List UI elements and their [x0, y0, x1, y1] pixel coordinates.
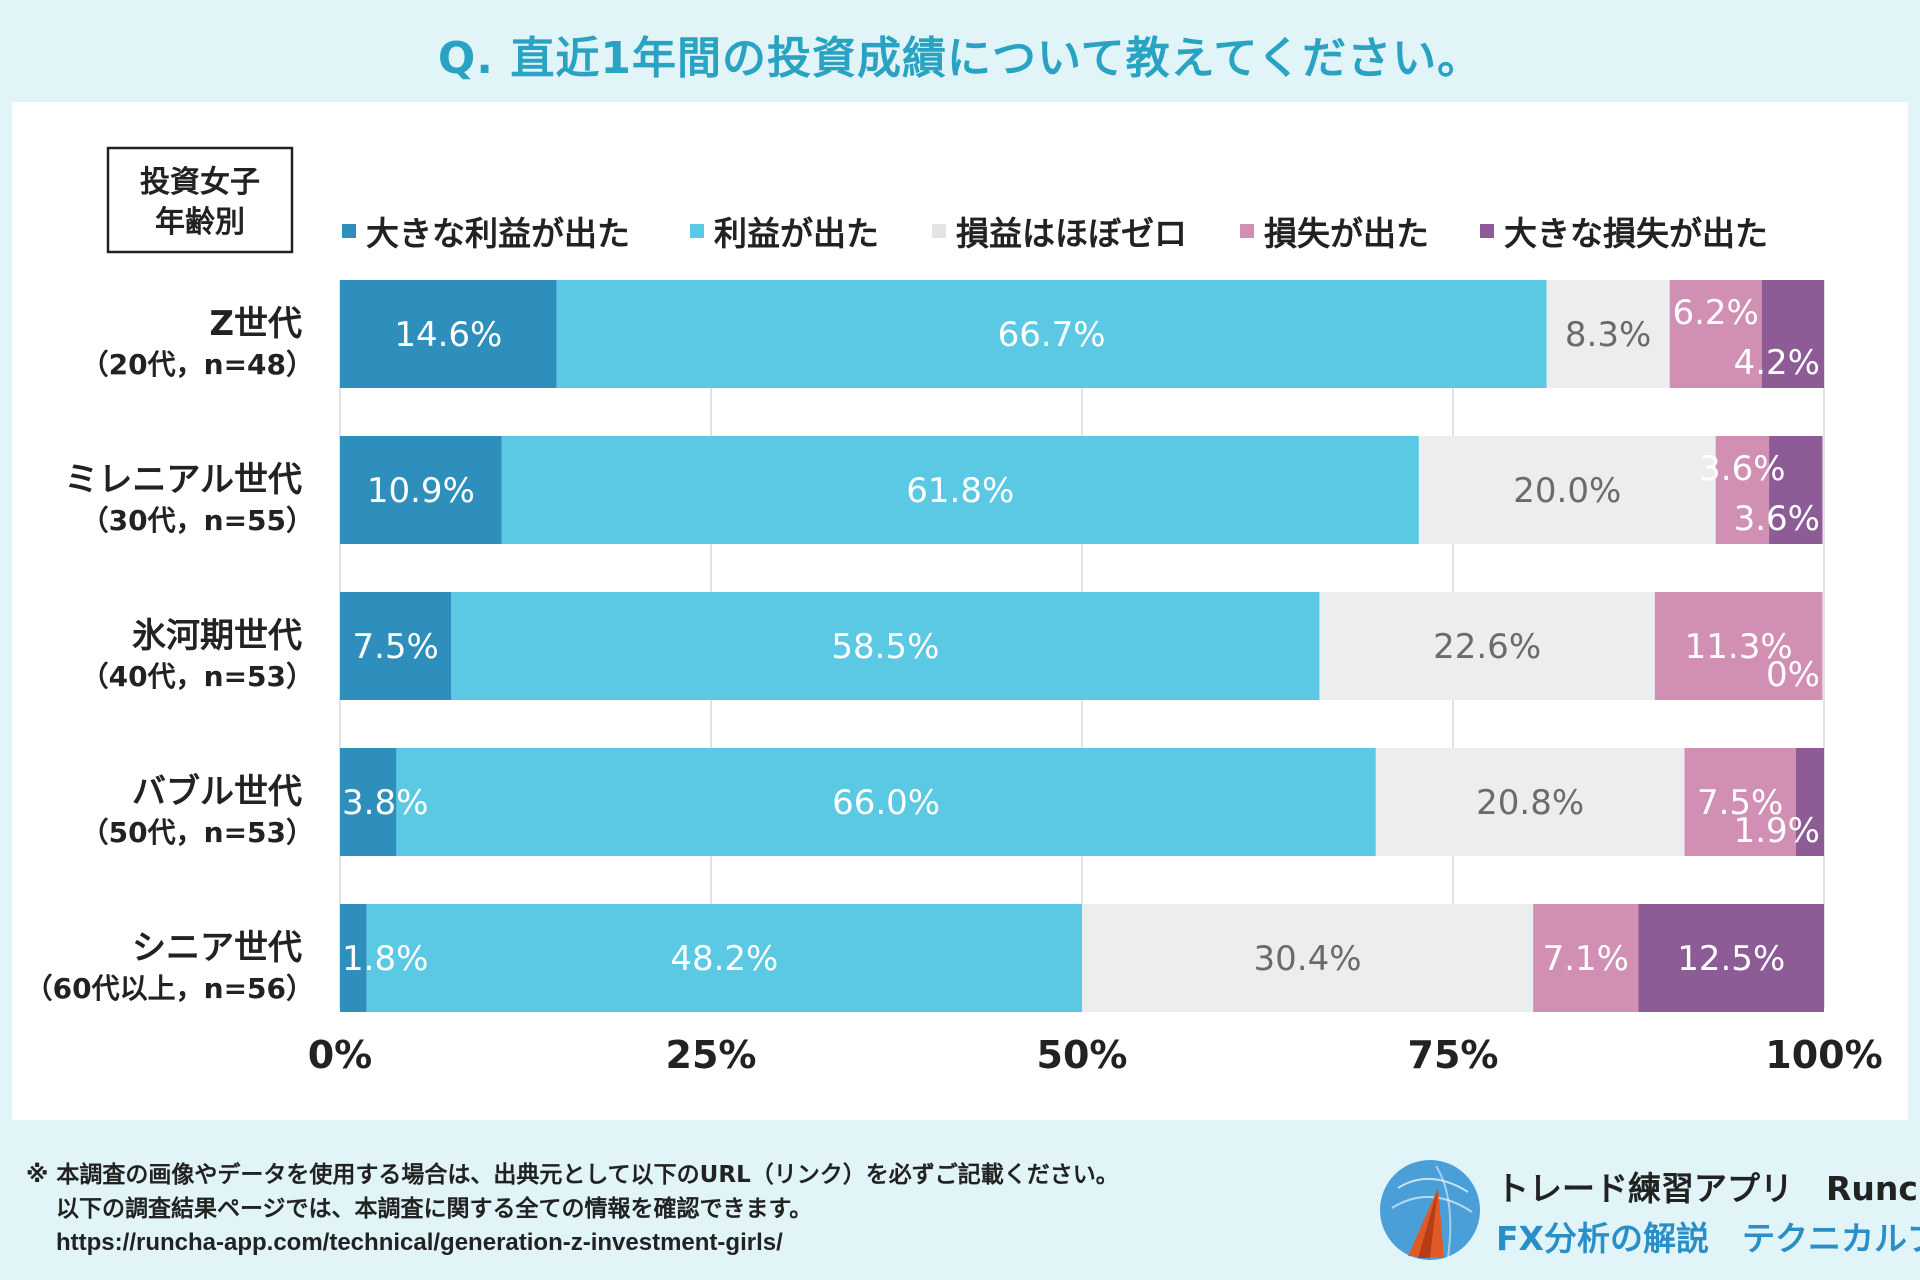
footer-note: ※ 本調査の画像やデータを使用する場合は、出典元として以下のURL（リンク）を必…: [26, 1158, 1119, 1260]
legend-label: 大きな利益が出た: [366, 214, 630, 253]
bar-segment: [501, 436, 1419, 544]
legend-label: 大きな損失が出た: [1504, 214, 1768, 253]
bar-segment: [1375, 748, 1685, 856]
data-label: 20.8%: [1476, 783, 1584, 823]
data-label: 20.0%: [1513, 471, 1621, 511]
legend-swatch: [1240, 224, 1254, 238]
brand-block: トレード練習アプリ Runcha FX分析の解説 テクニカルブック: [1378, 1148, 1920, 1268]
data-label: 1.8%: [342, 939, 428, 979]
data-label: 3.6%: [1699, 449, 1785, 489]
category-label: ミレニアル世代: [64, 460, 302, 500]
data-label: 7.5%: [352, 627, 438, 667]
x-tick-label: 25%: [666, 1033, 757, 1077]
bar-segment: [366, 904, 1082, 1012]
runcha-logo-icon: [1380, 1160, 1480, 1260]
bar-segment: [451, 592, 1320, 700]
footer-note-line2: 以下の調査結果ページでは、本調査に関する全ての情報を確認できます。: [56, 1196, 813, 1222]
corner-label-text: 投資女子: [140, 165, 260, 200]
category-sublabel: （30代，n=55）: [81, 504, 314, 537]
legend-label: 利益が出た: [714, 214, 879, 253]
bar-segment: [340, 436, 502, 544]
data-label: 48.2%: [670, 939, 778, 979]
legend-swatch: [690, 224, 704, 238]
category-label: バブル世代: [132, 772, 302, 812]
bar-segment: [1546, 280, 1670, 388]
data-label: 10.9%: [367, 471, 475, 511]
data-label: 14.6%: [394, 315, 502, 355]
x-tick-label: 100%: [1765, 1033, 1882, 1077]
x-tick-label: 0%: [308, 1033, 373, 1077]
data-label: 6.2%: [1672, 293, 1758, 333]
corner-label-box: [106, 146, 294, 254]
category-sublabel: （40代，n=53）: [81, 660, 314, 693]
chart-panel: 投資女子年齢別 大きな利益が出た 利益が出た 損益はほぼゼロ 損失が出た 大きな損失が出た…: [12, 102, 1908, 1120]
bar-segment: [1715, 436, 1770, 544]
data-label: 11.3%: [1685, 627, 1793, 667]
bar-segment: [1533, 904, 1639, 1012]
category-label: 氷河期世代: [132, 616, 302, 656]
bar-segment: [1082, 904, 1534, 1012]
footer-note-line1: ※ 本調査の画像やデータを使用する場合は、出典元として以下のURL（リンク）を必…: [26, 1162, 1119, 1188]
data-label: 3.6%: [1734, 499, 1820, 539]
corner-label-text: 年齢別: [155, 205, 245, 240]
data-label: 8.3%: [1565, 315, 1651, 355]
brand-name: トレード練習アプリ Runcha: [1496, 1169, 1920, 1208]
bar-segment: [340, 904, 367, 1012]
bar-segment: [1795, 748, 1824, 856]
x-tick-label: 50%: [1037, 1033, 1128, 1077]
chart-title: Q. 直近1年間の投資成績について教えてください。: [437, 33, 1483, 84]
category-sublabel: （50代，n=53）: [81, 816, 314, 849]
data-label: 12.5%: [1677, 939, 1785, 979]
data-label: 66.0%: [832, 783, 940, 823]
data-label: 7.5%: [1697, 783, 1783, 823]
category-label: シニア世代: [132, 928, 302, 968]
data-label: 0%: [1766, 655, 1820, 695]
brand-tagline: FX分析の解説 テクニカルブック: [1496, 1219, 1920, 1258]
bar-segment: [1638, 904, 1824, 1012]
data-label: 22.6%: [1433, 627, 1541, 667]
bar-segment: [396, 748, 1376, 856]
bar-segment: [1654, 592, 1823, 700]
data-label: 1.9%: [1734, 811, 1820, 851]
category-label: Z世代: [209, 304, 302, 344]
bar-segment: [1418, 436, 1716, 544]
data-label: 58.5%: [831, 627, 939, 667]
data-label: 7.1%: [1543, 939, 1629, 979]
data-label: 3.8%: [342, 783, 428, 823]
data-label: 4.2%: [1734, 343, 1820, 383]
x-tick-label: 75%: [1408, 1033, 1499, 1077]
data-label: 66.7%: [998, 315, 1106, 355]
bar-segment: [556, 280, 1547, 388]
bar-segment: [340, 280, 557, 388]
bar-segment: [340, 748, 397, 856]
data-label: 61.8%: [906, 471, 1014, 511]
bar-segment: [1669, 280, 1762, 388]
bar-segment: [1684, 748, 1796, 856]
legend-swatch: [932, 224, 946, 238]
legend-swatch: [1480, 224, 1494, 238]
category-sublabel: （20代，n=48）: [81, 348, 314, 381]
bar-segment: [1769, 436, 1823, 544]
footer-url[interactable]: https://runcha-app.com/technical/generat…: [56, 1229, 783, 1256]
legend-swatch: [342, 224, 356, 238]
bar-segment: [1761, 280, 1824, 388]
data-label: 30.4%: [1254, 939, 1362, 979]
legend-label: 損失が出た: [1264, 214, 1429, 253]
bar-segment: [1319, 592, 1655, 700]
legend-label: 損益はほぼゼロ: [956, 214, 1187, 253]
bar-segment: [340, 592, 452, 700]
category-sublabel: （60代以上，n=56）: [25, 972, 314, 1005]
